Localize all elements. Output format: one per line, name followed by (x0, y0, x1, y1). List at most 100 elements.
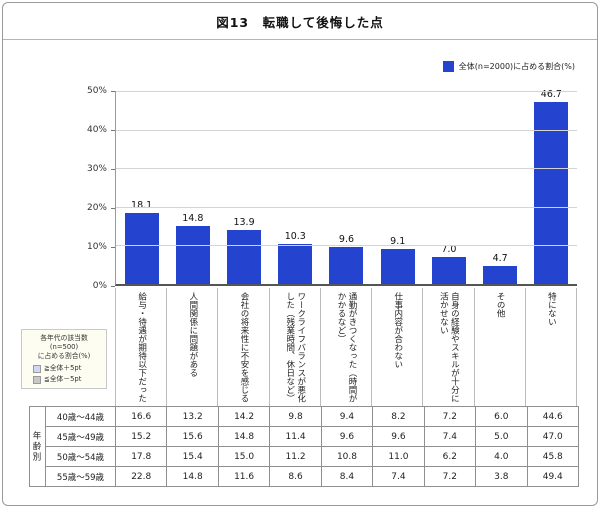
bar (329, 246, 364, 284)
category-cell-4: ワークライフバランスが悪化した（残業時間、休日など） (268, 288, 320, 406)
table-row: 55歳〜59歳 22.8 14.8 11.6 8.6 8.4 7.4 7.2 3.8 49.4 (30, 466, 579, 487)
table-value-cell: 6.2 (423, 446, 477, 467)
bar-value-label: 46.7 (540, 88, 562, 100)
bar-value-label: 4.7 (492, 252, 508, 264)
category-cell-1: 給与・待遇が期待以下だった (115, 288, 166, 406)
table-value-cell: 5.0 (475, 426, 528, 447)
legend-label: 全体(n=2000)に占める割合(%) (458, 62, 575, 71)
table-value-cell: 22.8 (114, 466, 168, 487)
table-value-cell: 47.0 (526, 426, 579, 447)
category-cell-2: 人間関係に問題がある (166, 288, 217, 406)
table-value-cell: 9.4 (320, 406, 374, 427)
age-note-legend-item: ≦全体－5pt (33, 375, 81, 384)
category-cell-3: 会社の将来性に不安を感じる (217, 288, 268, 406)
table-value-cell: 17.8 (114, 446, 168, 467)
gridline (116, 245, 577, 247)
y-tick-mark (111, 130, 115, 131)
bar (227, 229, 262, 284)
table-value-cell: 45.8 (526, 446, 579, 467)
table-value-cell: 14.8 (217, 426, 271, 447)
table-value-cell: 15.0 (217, 446, 271, 467)
age-note-line2: (n=500) (49, 343, 79, 351)
bar-value-label: 18.1 (131, 200, 153, 212)
table-value-cell: 8.6 (269, 466, 322, 487)
table-value-cell: 44.6 (526, 406, 579, 427)
table-value-cell: 7.4 (423, 426, 477, 447)
gridline (116, 168, 577, 170)
bar-column-9: 46.7 (526, 88, 577, 284)
y-tick-label: 0% (92, 281, 107, 291)
age-range-cell: 55歳〜59歳 (45, 466, 116, 487)
bar-value-label: 10.3 (284, 230, 306, 242)
chart-legend: 全体(n=2000)に占める割合(%) (442, 61, 575, 72)
age-note-legend: ≧全体＋5pt ≦全体－5pt (25, 364, 103, 384)
table-value-cell: 8.4 (320, 466, 374, 487)
age-breakdown-table-zone: 年齢別 40歳〜44歳 16.6 13.2 14.2 9.8 9.4 8.2 7.2 6.0 44.… (29, 406, 579, 487)
table-value-cell: 11.0 (372, 446, 425, 467)
bar-column-7: 7.0 (423, 91, 474, 284)
bar-value-label: 14.8 (182, 213, 204, 225)
table-value-cell: 7.2 (423, 406, 477, 427)
age-note-box: 各年代の該当数 (n=500) に占める割合(%) ≧全体＋5pt ≦全体－5pt (21, 329, 107, 389)
bar-column-4: 10.3 (270, 91, 321, 284)
bar (431, 256, 466, 284)
title-divider (3, 39, 597, 40)
bar-column-8: 4.7 (475, 91, 526, 284)
category-cell-9: 特にない (524, 288, 577, 406)
y-tick-mark (111, 91, 115, 92)
bar-column-5: 9.6 (321, 91, 372, 284)
table-value-cell: 7.4 (372, 466, 425, 487)
table-value-cell: 13.2 (166, 406, 219, 427)
table-value-cell: 15.2 (114, 426, 168, 447)
y-tick-mark (111, 169, 115, 170)
category-label: 自身の経験やスキルが十分に活かせない (438, 292, 460, 403)
age-note-legend-item: ≧全体＋5pt (33, 364, 81, 373)
y-tick-mark (111, 208, 115, 209)
bar-value-label: 7.0 (441, 243, 457, 255)
category-label: 特にない (546, 292, 557, 326)
age-note-line3: に占める割合(%) (37, 352, 91, 360)
y-tick-mark (111, 286, 115, 287)
age-range-cell: 40歳〜44歳 (45, 406, 116, 427)
category-label: 会社の将来性に不安を感じる (239, 292, 250, 403)
legend-color-swatch (442, 61, 454, 72)
table-value-cell: 49.4 (526, 466, 579, 487)
chart-title: 図13 転職して後悔した点 (216, 15, 384, 30)
y-tick-label: 30% (86, 164, 107, 174)
table-value-cell: 9.6 (372, 426, 425, 447)
note-color-swatch (33, 364, 41, 373)
table-value-cell: 3.8 (475, 466, 528, 487)
category-label: 給与・待遇が期待以下だった (136, 292, 147, 403)
bar-column-2: 14.8 (167, 91, 218, 284)
bar-value-label: 13.9 (233, 216, 255, 228)
bar (124, 213, 159, 284)
bar-value-label: 9.1 (390, 235, 406, 247)
bar (534, 101, 569, 284)
y-tick-mark (111, 247, 115, 248)
bar-column-3: 13.9 (218, 91, 269, 284)
table-value-cell: 11.4 (269, 426, 322, 447)
table-value-cell: 4.0 (475, 446, 528, 467)
table-value-cell: 16.6 (114, 406, 168, 427)
table-row: 年齢別 40歳〜44歳 16.6 13.2 14.2 9.8 9.4 8.2 7.2 6.0 44.… (29, 406, 579, 487)
category-cell-8: その他 (473, 288, 525, 406)
note-item-label: ≧全体＋5pt (44, 364, 82, 372)
table-value-cell: 9.8 (269, 406, 322, 427)
table-row: 50歳〜54歳 17.8 15.4 15.0 11.2 10.8 11.0 6.2 4.0 45.… (30, 446, 579, 467)
age-note-line1: 各年代の該当数 (40, 334, 88, 342)
category-label: ワークライフバランスが悪化した（残業時間、休日など） (284, 292, 306, 403)
y-tick-label: 20% (86, 203, 107, 213)
bars-container: 18.1 14.8 13.9 10.3 9.6 9.1 7.0 4.7 46.7 (116, 88, 577, 284)
bar (278, 243, 313, 284)
bar-column-6: 9.1 (372, 91, 423, 284)
table-value-cell: 15.6 (166, 426, 219, 447)
table-value-cell: 14.8 (166, 466, 219, 487)
table-value-cell: 14.2 (217, 406, 271, 427)
bar (483, 265, 518, 284)
category-cell-6: 仕事内容が合わない (371, 288, 422, 406)
category-label: 通勤がきつくなった（時間がかかるなど） (335, 292, 357, 403)
bar (175, 226, 210, 284)
category-cell-5: 通勤がきつくなった（時間がかかるなど） (319, 288, 371, 406)
y-tick-label: 10% (86, 242, 107, 252)
